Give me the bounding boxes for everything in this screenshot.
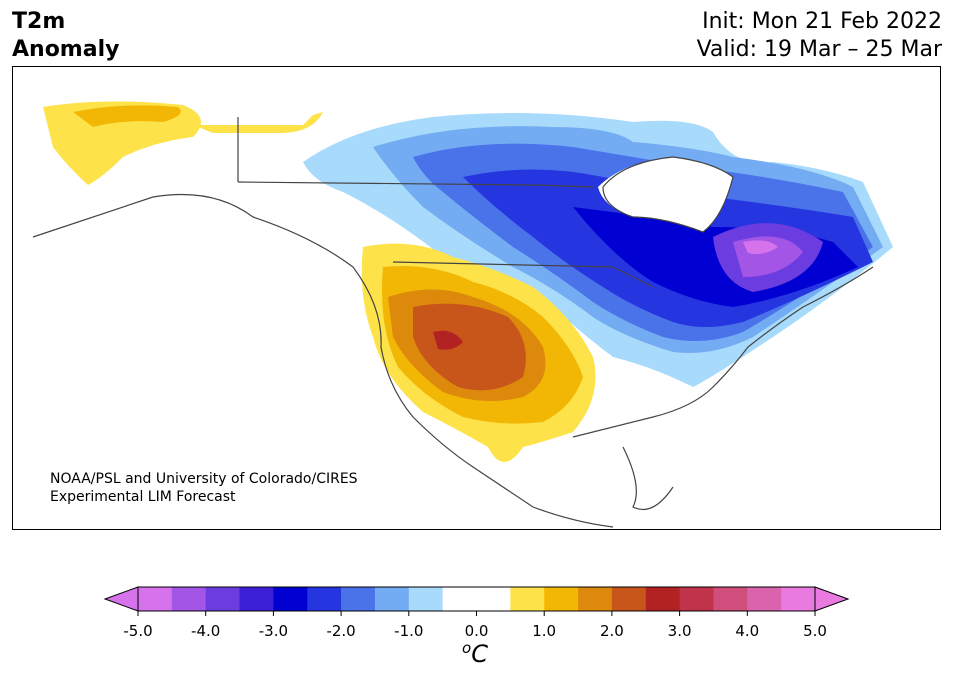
colorbar-cell [374, 587, 410, 611]
alaska-warm-region [43, 101, 201, 185]
colorbar-cell [408, 587, 444, 611]
credit-line1: NOAA/PSL and University of Colorado/CIRE… [50, 471, 358, 487]
colorbar-tick-label: -4.0 [191, 622, 221, 640]
credit-line2: Experimental LIM Forecast [50, 489, 236, 505]
colorbar-cell [341, 587, 376, 611]
coastlines [32, 117, 874, 528]
colorbar-cell [611, 587, 647, 611]
colorbar-tick-label: 1.0 [532, 622, 557, 640]
colorbar-cell [747, 587, 782, 611]
colorbar-cell [476, 587, 511, 611]
anomaly-map: NOAA/PSL and University of Colorado/CIRE… [12, 66, 941, 530]
alaska-orange-region [73, 105, 181, 127]
colorbar-ticks [137, 611, 816, 616]
forecast-dates: Init: Mon 21 Feb 2022 Valid: 19 Mar – 25… [697, 8, 942, 64]
alaska-strip [193, 112, 323, 133]
colorbar-extend-high [814, 586, 850, 612]
map-credit: NOAA/PSL and University of Colorado/CIRE… [50, 471, 358, 505]
colorbar-cell [781, 587, 816, 611]
colorbar-cell [307, 587, 342, 611]
colorbar-cell [205, 587, 241, 611]
map-canvas: NOAA/PSL and University of Colorado/CIRE… [32, 101, 893, 528]
colorbar-cell [713, 587, 748, 611]
colorbar-extend-low [103, 586, 139, 612]
valid-range: Valid: 19 Mar – 25 Mar [696, 37, 942, 62]
colorbar-unit: oC [462, 639, 488, 668]
warm-burnt-region [413, 303, 526, 391]
unit-degree: o [462, 639, 472, 657]
colorbar-cell [578, 587, 613, 611]
colorbar-tick-label: -3.0 [258, 622, 289, 640]
colorbar-tick-label: -1.0 [394, 622, 424, 640]
colorbar-cell [239, 587, 274, 611]
map-title-line1: T2m [12, 9, 66, 34]
colorbar-cell [171, 587, 207, 611]
colorbar-tick-label: 3.0 [667, 622, 692, 640]
colorbar-tick-label: 4.0 [735, 622, 760, 640]
cold-pink-core [743, 240, 778, 255]
colorbar-cell [645, 587, 681, 611]
colorbar-tick-label: 5.0 [803, 622, 827, 640]
colorbar-tick-label: -5.0 [123, 622, 153, 640]
map-title-line2: Anomaly [12, 37, 120, 62]
colorbar-cell [442, 587, 477, 611]
colorbar-cell [544, 587, 579, 611]
map-title: T2m Anomaly [12, 8, 119, 64]
unit-base: C [471, 640, 488, 668]
colorbar-cell [273, 587, 308, 611]
colorbar-cell [679, 587, 714, 611]
colorbar-cell [138, 587, 173, 611]
colorbar-cells [138, 587, 816, 611]
colorbar-tick-label: 0.0 [464, 622, 489, 640]
hudson-bay [598, 157, 733, 232]
colorbar-tick-label: 2.0 [599, 622, 624, 640]
warm-red-core [433, 330, 463, 350]
init-date: Init: Mon 21 Feb 2022 [702, 9, 942, 34]
colorbar-tick-label: -2.0 [326, 622, 356, 640]
colorbar-cell [510, 587, 545, 611]
